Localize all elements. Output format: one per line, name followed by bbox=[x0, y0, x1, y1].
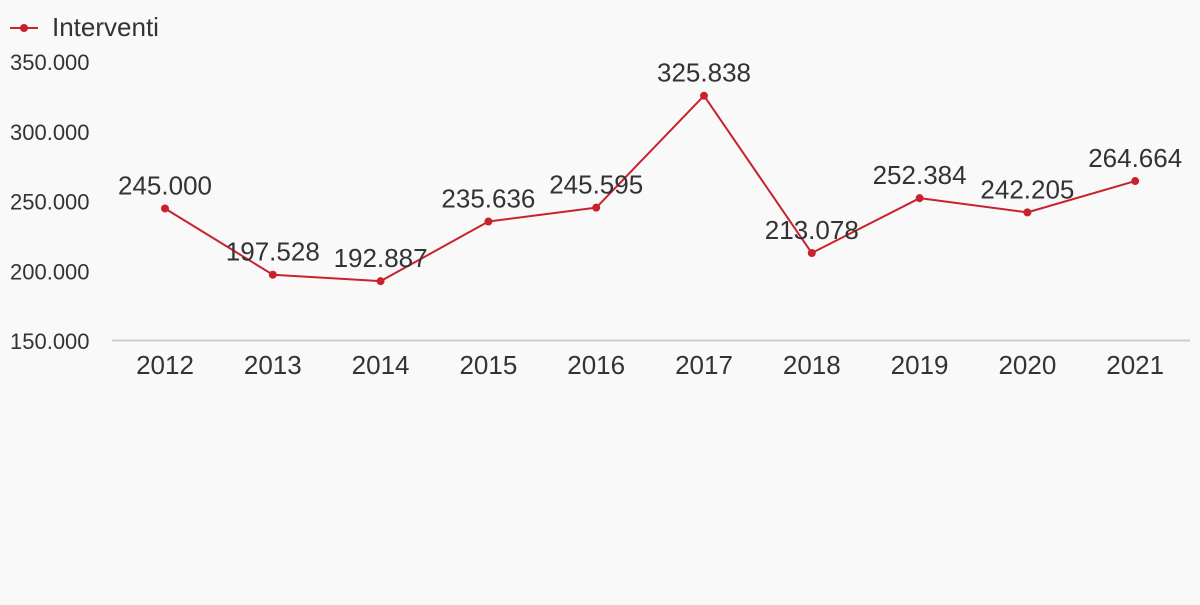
x-axis: 2012 2013 2014 2015 2016 2017 2018 2019 2020 2021 bbox=[136, 350, 1164, 380]
legend: Interventi bbox=[10, 12, 159, 42]
x-tick-label: 2014 bbox=[352, 350, 410, 380]
x-tick-label: 2012 bbox=[136, 350, 194, 380]
x-tick-label: 2017 bbox=[675, 350, 733, 380]
legend-series-label: Interventi bbox=[52, 12, 159, 42]
data-label: 264.664 bbox=[1088, 143, 1182, 173]
x-tick-label: 2020 bbox=[998, 350, 1056, 380]
y-tick-label: 200.000 bbox=[10, 259, 90, 284]
series-line bbox=[164, 94, 1136, 283]
data-label: 245.595 bbox=[549, 170, 643, 200]
x-tick-label: 2018 bbox=[783, 350, 841, 380]
x-tick-label: 2015 bbox=[459, 350, 517, 380]
x-tick-label: 2016 bbox=[567, 350, 625, 380]
data-label: 192.887 bbox=[334, 243, 428, 273]
data-point bbox=[1023, 208, 1032, 217]
data-labels: 245.000 197.528 192.887 235.636 245.595 325.8… bbox=[118, 58, 1182, 273]
data-point bbox=[700, 91, 708, 100]
data-label: 235.636 bbox=[441, 184, 535, 214]
y-tick-label: 300.000 bbox=[10, 120, 90, 145]
data-point bbox=[484, 217, 493, 226]
y-tick-label: 350.000 bbox=[10, 50, 90, 75]
series-interventi bbox=[161, 91, 1140, 286]
data-label: 245.000 bbox=[118, 170, 212, 200]
data-point bbox=[592, 203, 601, 212]
data-label: 242.205 bbox=[980, 174, 1074, 204]
data-point bbox=[161, 204, 169, 213]
x-tick-label: 2019 bbox=[891, 350, 949, 380]
data-point bbox=[915, 194, 924, 203]
data-point bbox=[1131, 177, 1140, 186]
legend-series-marker bbox=[20, 24, 28, 32]
y-tick-label: 150.000 bbox=[10, 329, 90, 354]
data-point bbox=[807, 249, 816, 258]
x-tick-label: 2021 bbox=[1106, 350, 1164, 380]
data-label: 325.838 bbox=[657, 58, 751, 88]
data-point bbox=[268, 270, 277, 279]
data-label: 213.078 bbox=[765, 215, 859, 245]
x-tick-label: 2013 bbox=[244, 350, 302, 380]
data-point bbox=[376, 277, 385, 286]
y-axis: 350.000 300.000 250.000 200.000 150.000 bbox=[10, 50, 90, 354]
data-label: 197.528 bbox=[226, 237, 320, 267]
y-tick-label: 250.000 bbox=[10, 190, 90, 215]
data-label: 252.384 bbox=[873, 160, 967, 190]
